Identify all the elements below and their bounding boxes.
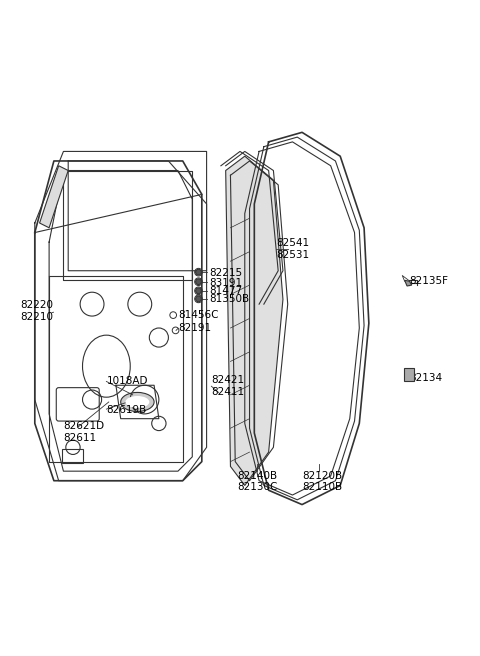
Text: 81350B: 81350B xyxy=(209,294,249,304)
Circle shape xyxy=(196,279,201,285)
Polygon shape xyxy=(39,166,68,228)
Text: 82120B
82110B: 82120B 82110B xyxy=(302,471,342,493)
Polygon shape xyxy=(405,280,412,286)
Circle shape xyxy=(196,288,201,294)
Circle shape xyxy=(196,296,201,302)
Text: 82134: 82134 xyxy=(409,373,443,383)
Text: 82421
82411: 82421 82411 xyxy=(211,375,244,397)
Text: 82191: 82191 xyxy=(178,323,211,333)
Circle shape xyxy=(196,270,201,275)
Text: 82621D
82611: 82621D 82611 xyxy=(63,421,105,443)
Text: 82220
82210: 82220 82210 xyxy=(21,300,53,322)
Text: 82140B
82130C: 82140B 82130C xyxy=(238,471,278,493)
Ellipse shape xyxy=(120,392,154,411)
Text: 81477: 81477 xyxy=(209,286,242,296)
Text: 1018AD: 1018AD xyxy=(107,377,148,386)
Polygon shape xyxy=(226,156,283,485)
Text: 82619B: 82619B xyxy=(107,405,146,415)
Text: 82541
82531: 82541 82531 xyxy=(276,239,309,260)
Ellipse shape xyxy=(125,396,149,408)
Text: 83191: 83191 xyxy=(209,277,242,288)
Text: 82135F: 82135F xyxy=(409,276,448,286)
Text: 81456C: 81456C xyxy=(178,310,218,320)
FancyBboxPatch shape xyxy=(404,367,414,381)
Text: 82215: 82215 xyxy=(209,268,242,278)
